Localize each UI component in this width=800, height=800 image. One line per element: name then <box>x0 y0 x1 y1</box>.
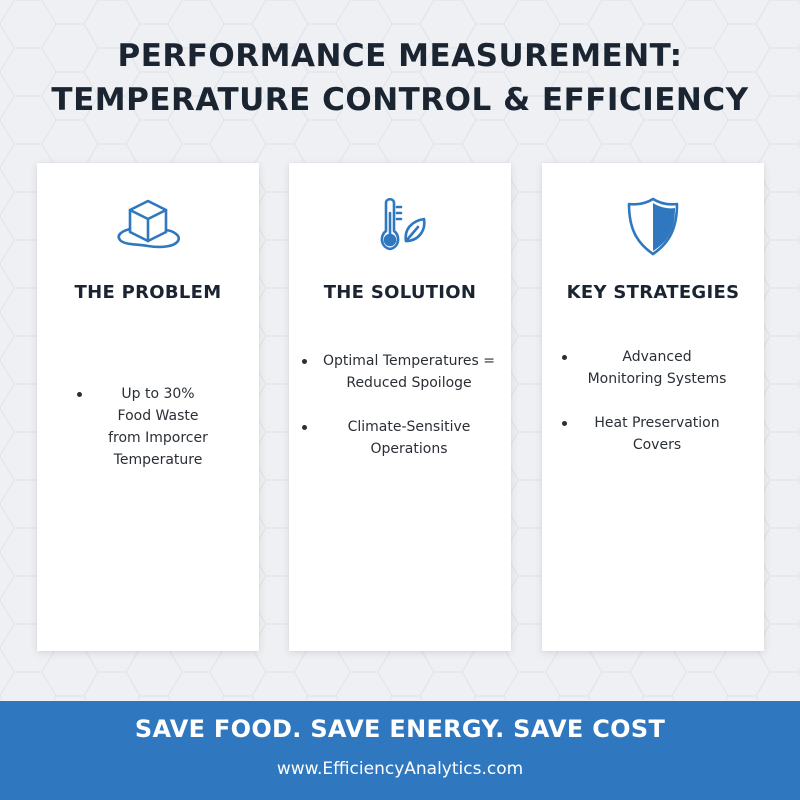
footer-website-link[interactable]: www.EfficiencyAnalytics.com <box>276 759 524 779</box>
footer-banner: SAVE FOOD. SAVE ENERGY. SAVE COST www.Ef… <box>0 701 800 800</box>
page-title-line-1: PERFORMANCE MEASUREMENT: <box>117 38 683 74</box>
page-title: PERFORMANCE MEASUREMENT: TEMPERATURE CON… <box>0 34 800 122</box>
strategies-list: Advanced Monitoring Systems Heat Preserv… <box>542 346 764 478</box>
problem-list: Up to 30% Food Waste from Imporcer Tempe… <box>37 383 259 471</box>
list-item: Advanced Monitoring Systems <box>542 346 764 390</box>
list-item: Heat Preservation Covers <box>542 412 764 456</box>
solution-heading: THE SOLUTION <box>323 282 477 303</box>
list-item-text: Up to 30% Food Waste from Imporcer Tempe… <box>108 386 208 468</box>
shield-icon <box>613 193 693 263</box>
problem-card: THE PROBLEM Up to 30% Food Waste from Im… <box>37 163 259 651</box>
list-item: Up to 30% Food Waste from Imporcer Tempe… <box>37 383 259 471</box>
footer-tagline: SAVE FOOD. SAVE ENERGY. SAVE COST <box>134 715 666 743</box>
bullet-dot <box>562 355 567 360</box>
list-item-text: Climate-Sensitive Operations <box>347 419 471 457</box>
list-item-text: Optimal Temperatures = Reduced Spoiloge <box>323 353 495 391</box>
page-title-line-2: TEMPERATURE CONTROL & EFFICIENCY <box>51 82 749 118</box>
strategies-heading: KEY STRATEGIES <box>566 282 740 303</box>
bullet-dot <box>562 421 567 426</box>
list-item: Optimal Temperatures = Reduced Spoiloge <box>289 350 511 394</box>
bullet-dot <box>302 425 307 430</box>
solution-card: THE SOLUTION Optimal Temperatures = Redu… <box>289 163 511 651</box>
solution-list: Optimal Temperatures = Reduced Spoiloge … <box>289 350 511 482</box>
list-item-text: Heat Preservation Covers <box>594 415 720 453</box>
list-item-text: Advanced Monitoring Systems <box>587 349 727 387</box>
thermometer-leaf-icon <box>360 193 440 263</box>
melting-ice-cube-icon <box>108 193 188 263</box>
bullet-dot <box>77 392 82 397</box>
bullet-dot <box>302 359 307 364</box>
problem-heading: THE PROBLEM <box>74 282 222 303</box>
list-item: Climate-Sensitive Operations <box>289 416 511 460</box>
strategies-card: KEY STRATEGIES Advanced Monitoring Syste… <box>542 163 764 651</box>
